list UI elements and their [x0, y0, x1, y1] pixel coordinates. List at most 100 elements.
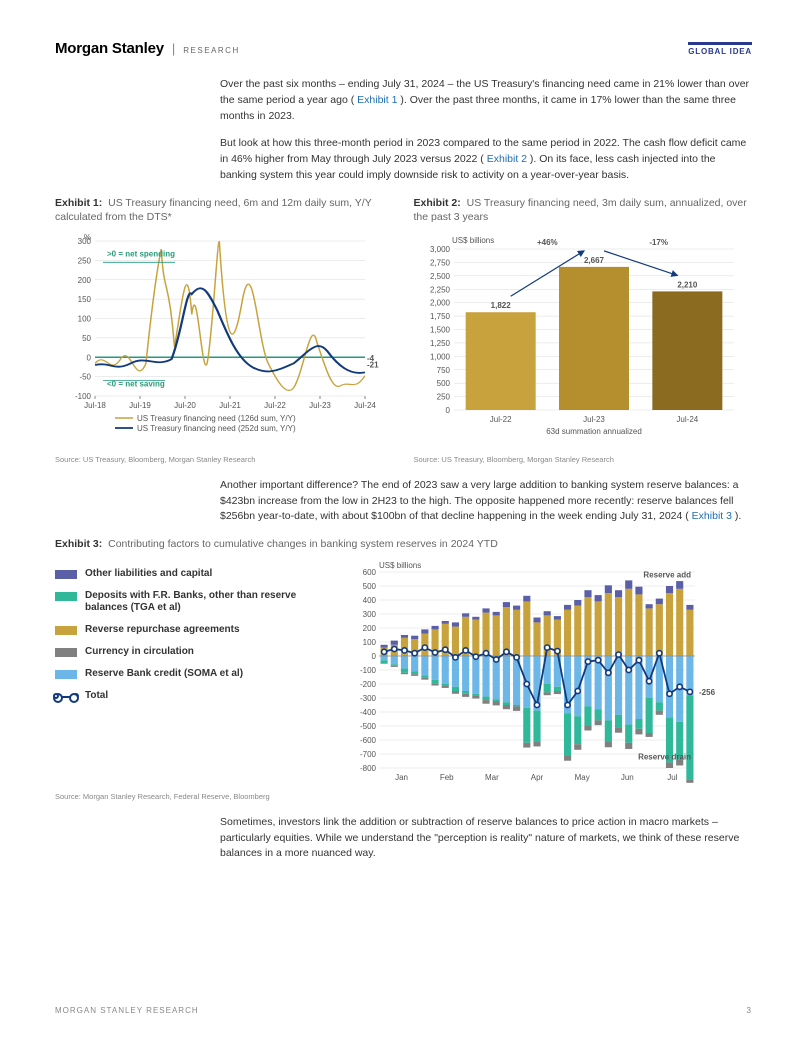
- ex2-title: US Treasury financing need, 3m daily sum…: [414, 197, 747, 224]
- svg-text:US Treasury financing need (25: US Treasury financing need (252d sum, Y/…: [137, 424, 296, 433]
- svg-text:-600: -600: [360, 736, 377, 745]
- svg-text:Jul: Jul: [667, 773, 677, 782]
- svg-text:100: 100: [363, 638, 377, 647]
- svg-text:Jul-21: Jul-21: [219, 401, 241, 410]
- svg-text:0: 0: [372, 652, 377, 661]
- exhibit-3-source: Source: Morgan Stanley Research, Federal…: [55, 792, 752, 801]
- svg-text:-300: -300: [360, 694, 377, 703]
- svg-text:600: 600: [363, 568, 377, 577]
- legend-swatch: [55, 648, 77, 657]
- legend-label: Other liabilities and capital: [85, 568, 212, 580]
- svg-text:Apr: Apr: [531, 773, 544, 782]
- para-4: Sometimes, investors link the addition o…: [220, 815, 752, 862]
- legend-label: Reverse repurchase agreements: [85, 624, 240, 636]
- svg-text:250: 250: [436, 392, 450, 401]
- svg-text:Jul-22: Jul-22: [489, 415, 511, 424]
- exhibit-1: Exhibit 1: US Treasury financing need, 6…: [55, 196, 394, 464]
- svg-text:Jul-19: Jul-19: [129, 401, 151, 410]
- svg-text:-500: -500: [360, 722, 377, 731]
- exhibit-3: Exhibit 3: Contributing factors to cumul…: [55, 537, 752, 801]
- svg-text:500: 500: [436, 379, 450, 388]
- exhibit-2-source: Source: US Treasury, Bloomberg, Morgan S…: [414, 455, 753, 464]
- exhibit-1-title: Exhibit 1: US Treasury financing need, 6…: [55, 196, 394, 225]
- svg-text:%: %: [84, 233, 91, 242]
- ex3-label: Exhibit 3:: [55, 538, 102, 550]
- svg-text:-50: -50: [79, 373, 91, 382]
- p3b: ).: [735, 510, 741, 522]
- svg-text:2,250: 2,250: [429, 285, 450, 294]
- svg-text:63d summation annualized: 63d summation annualized: [546, 427, 642, 436]
- svg-text:300: 300: [363, 610, 377, 619]
- svg-text:0: 0: [445, 406, 450, 415]
- svg-text:-200: -200: [360, 680, 377, 689]
- badge: GLOBAL IDEA: [688, 42, 752, 56]
- svg-text:1,250: 1,250: [429, 339, 450, 348]
- legend-item: Reverse repurchase agreements: [55, 624, 335, 636]
- ex1-label: Exhibit 1:: [55, 197, 102, 209]
- ex2-label: Exhibit 2:: [414, 197, 461, 209]
- svg-text:Jul-18: Jul-18: [84, 401, 106, 410]
- svg-text:0: 0: [87, 353, 92, 362]
- page-header: Morgan Stanley | RESEARCH GLOBAL IDEA: [55, 40, 752, 57]
- svg-text:50: 50: [82, 334, 91, 343]
- svg-text:2,750: 2,750: [429, 258, 450, 267]
- ex1-title: US Treasury financing need, 6m and 12m d…: [55, 197, 372, 224]
- p3a: Another important difference? The end of…: [220, 479, 739, 523]
- svg-text:Jan: Jan: [395, 773, 408, 782]
- legend-item: Currency in circulation: [55, 646, 335, 658]
- svg-text:Jul-24: Jul-24: [676, 415, 698, 424]
- svg-text:>0 = net spending: >0 = net spending: [107, 249, 175, 258]
- svg-text:400: 400: [363, 596, 377, 605]
- link-exhibit-2[interactable]: Exhibit 2: [484, 153, 530, 165]
- legend-item: Reserve Bank credit (SOMA et al): [55, 668, 335, 680]
- svg-text:1,000: 1,000: [429, 352, 450, 361]
- svg-text:Jul-22: Jul-22: [264, 401, 286, 410]
- svg-text:May: May: [575, 773, 590, 782]
- svg-text:750: 750: [436, 366, 450, 375]
- exhibit-3-title: Exhibit 3: Contributing factors to cumul…: [55, 537, 752, 552]
- legend-item: Total: [55, 690, 335, 702]
- link-exhibit-3[interactable]: Exhibit 3: [689, 510, 735, 522]
- svg-text:Jul-20: Jul-20: [174, 401, 196, 410]
- brand-sub: RESEARCH: [183, 46, 239, 55]
- svg-text:3,000: 3,000: [429, 245, 450, 254]
- svg-text:2,667: 2,667: [583, 256, 604, 265]
- svg-text:-17%: -17%: [649, 238, 668, 247]
- svg-text:2,500: 2,500: [429, 272, 450, 281]
- legend-label: Reserve Bank credit (SOMA et al): [85, 668, 243, 680]
- svg-text:-400: -400: [360, 708, 377, 717]
- exhibit-2: Exhibit 2: US Treasury financing need, 3…: [414, 196, 753, 464]
- svg-text:-21: -21: [367, 360, 379, 369]
- exhibit-3-chart: US$ billions-800-700-600-500-400-300-200…: [345, 558, 725, 788]
- svg-text:150: 150: [78, 295, 92, 304]
- footer-left: MORGAN STANLEY RESEARCH: [55, 1006, 199, 1015]
- svg-text:US$ billions: US$ billions: [379, 561, 421, 570]
- svg-text:Feb: Feb: [440, 773, 454, 782]
- svg-text:-100: -100: [360, 666, 377, 675]
- svg-text:500: 500: [363, 582, 377, 591]
- svg-text:1,822: 1,822: [490, 301, 511, 310]
- exhibit-3-legend: Other liabilities and capital Deposits wi…: [55, 558, 335, 788]
- svg-text:Jul-24: Jul-24: [354, 401, 376, 410]
- legend-line-icon: [55, 696, 77, 698]
- svg-text:100: 100: [78, 314, 92, 323]
- para-1: Over the past six months – ending July 3…: [220, 77, 752, 124]
- legend-item: Other liabilities and capital: [55, 568, 335, 580]
- legend-swatch: [55, 570, 77, 579]
- svg-text:Mar: Mar: [485, 773, 499, 782]
- footer: MORGAN STANLEY RESEARCH 3: [55, 1006, 752, 1015]
- brand-name: Morgan Stanley: [55, 40, 164, 57]
- legend-label: Currency in circulation: [85, 646, 194, 658]
- svg-text:-100: -100: [75, 392, 92, 401]
- link-exhibit-1[interactable]: Exhibit 1: [354, 94, 400, 106]
- exhibit-1-chart: -100-50050100150200250300%Jul-18Jul-19Ju…: [55, 231, 385, 446]
- exhibit-2-chart: US$ billions02505007501,0001,2501,5001,7…: [414, 231, 744, 446]
- svg-text:+46%: +46%: [536, 238, 557, 247]
- legend-label: Deposits with F.R. Banks, other than res…: [85, 590, 335, 614]
- svg-text:Reserve add: Reserve add: [643, 570, 691, 579]
- para-3: Another important difference? The end of…: [220, 478, 752, 525]
- svg-text:2,000: 2,000: [429, 299, 450, 308]
- exhibit-2-title: Exhibit 2: US Treasury financing need, 3…: [414, 196, 753, 225]
- svg-text:1,500: 1,500: [429, 325, 450, 334]
- svg-text:Jul-23: Jul-23: [309, 401, 331, 410]
